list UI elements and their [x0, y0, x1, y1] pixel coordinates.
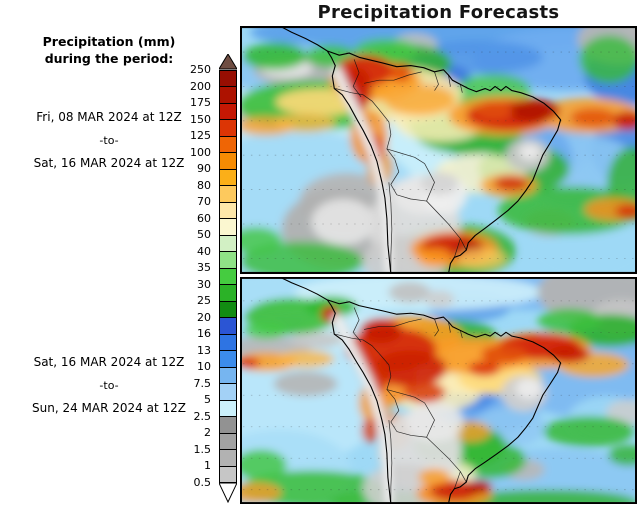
coastline — [279, 26, 562, 274]
colorbar-tick: 2.5 — [193, 409, 212, 423]
colorbar-segment — [220, 168, 236, 186]
colorbar-segment — [220, 135, 236, 153]
colorbar-tick: 125 — [190, 129, 211, 143]
colorbar-tick: 25 — [197, 294, 211, 308]
precipitation-map-canvas — [240, 277, 637, 504]
colorbar-tick: 50 — [197, 228, 211, 242]
colorbar-segment — [220, 383, 236, 400]
colorbar-tick: 0.5 — [193, 476, 212, 489]
graticule — [242, 300, 635, 491]
colorbar-segment — [220, 284, 236, 301]
coastline — [279, 277, 562, 504]
colorbar-scale — [219, 70, 237, 483]
colorbar-tick: 1 — [204, 459, 211, 473]
colorbar-tick: 100 — [190, 145, 211, 159]
chart-title: Precipitation Forecasts — [317, 2, 560, 23]
colorbar-tick: 7.5 — [193, 376, 212, 390]
period-2-label: Sat, 16 MAR 2024 at 12Z -to- Sun, 24 MAR… — [0, 355, 218, 416]
colorbar-tick: 70 — [197, 195, 211, 209]
colorbar-segment — [220, 399, 236, 417]
map-frame — [240, 277, 637, 504]
colorbar-segment — [220, 432, 236, 450]
legend-heading-line1: Precipitation (mm) — [42, 34, 176, 49]
colorbar-segment — [220, 234, 236, 252]
colorbar-segment — [220, 465, 236, 483]
colorbar-tick: 80 — [197, 178, 211, 192]
legend-heading: Precipitation (mm) during the period: — [0, 33, 218, 67]
colorbar-segment — [220, 251, 236, 268]
colorbar-tick: 90 — [197, 162, 211, 176]
colorbar-segment — [220, 71, 236, 87]
graticule — [242, 51, 635, 259]
colorbar-segment — [220, 102, 236, 120]
colorbar-tick: 20 — [197, 310, 211, 324]
period-2-separator: -to- — [99, 379, 119, 392]
colorbar-segment — [220, 119, 236, 136]
colorbar-segment — [220, 350, 236, 367]
colorbar-tick: 2 — [204, 426, 211, 440]
colorbar-tick: 30 — [197, 277, 211, 291]
colorbar-tick: 250 — [190, 63, 211, 76]
colorbar-tick: 35 — [197, 261, 211, 275]
colorbar-segment — [220, 267, 236, 285]
colorbar-tick: 5 — [204, 393, 211, 407]
colorbar-tick: 10 — [197, 360, 211, 374]
country-borders — [335, 307, 467, 504]
colorbar-underflow-arrow — [219, 483, 237, 503]
forecast-map-period-2 — [240, 277, 637, 504]
colorbar: 250 200 175 150 125 100 90 80 70 60 50 40 35 30 25 20 16… — [141, 54, 237, 504]
colorbar-tick: 150 — [190, 112, 211, 126]
country-borders — [335, 59, 467, 274]
legend-heading-line2: during the period: — [44, 51, 174, 66]
map-frame — [240, 26, 637, 274]
colorbar-tick: 16 — [197, 327, 211, 341]
colorbar-segment — [220, 201, 236, 219]
precipitation-map-canvas — [240, 26, 637, 274]
period-1-separator: -to- — [99, 134, 119, 147]
colorbar-segment — [220, 416, 236, 433]
period-1-to: Sat, 16 MAR 2024 at 12Z — [33, 156, 185, 170]
colorbar-tick: 13 — [197, 343, 211, 357]
precipitation-field — [240, 277, 637, 504]
colorbar-segment — [220, 333, 236, 351]
colorbar-tick: 60 — [197, 211, 211, 225]
colorbar-tick: 1.5 — [193, 442, 212, 456]
colorbar-segment — [220, 152, 236, 169]
period-2-from: Sat, 16 MAR 2024 at 12Z — [33, 355, 185, 369]
precipitation-field — [240, 26, 637, 274]
colorbar-tick: 40 — [197, 244, 211, 258]
colorbar-segment — [220, 300, 236, 318]
colorbar-tick: 175 — [190, 96, 211, 110]
colorbar-segment — [220, 317, 236, 334]
colorbar-overflow-arrow — [219, 54, 237, 70]
colorbar-segment — [220, 218, 236, 235]
forecast-map-period-1 — [240, 26, 637, 274]
period-2-to: Sun, 24 MAR 2024 at 12Z — [32, 401, 186, 415]
colorbar-tick: 200 — [190, 79, 211, 93]
colorbar-segment — [220, 366, 236, 384]
period-1-label: Fri, 08 MAR 2024 at 12Z -to- Sat, 16 MAR… — [0, 110, 218, 171]
colorbar-segment — [220, 449, 236, 466]
colorbar-segment — [220, 185, 236, 202]
period-1-from: Fri, 08 MAR 2024 at 12Z — [36, 110, 182, 124]
colorbar-segment — [220, 86, 236, 103]
